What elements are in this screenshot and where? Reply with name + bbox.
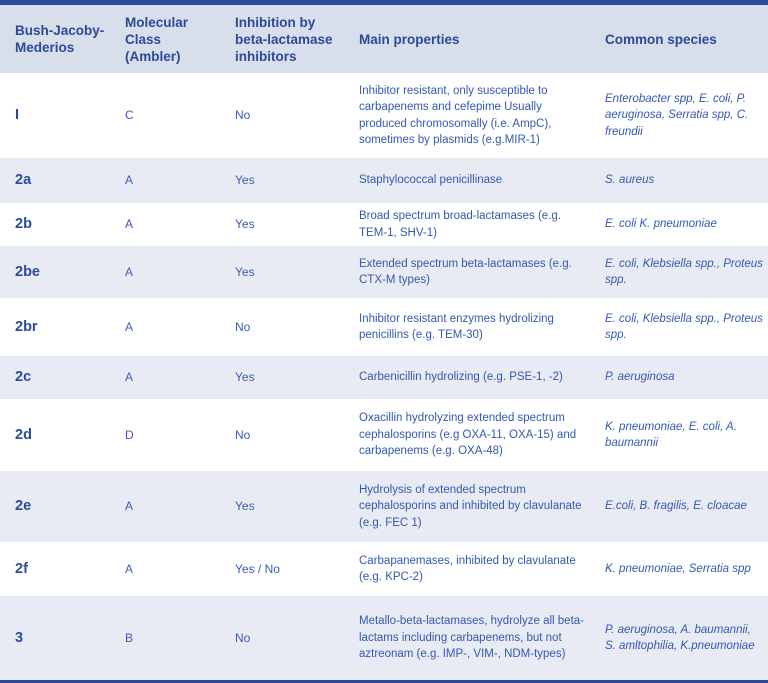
group-cell: 2b (0, 203, 110, 246)
table-row: 2br A No Inhibitor resistant enzymes hyd… (0, 298, 768, 356)
top-accent-bar (0, 0, 768, 5)
properties-cell: Broad spectrum broad-lactamases (e.g. TE… (344, 203, 590, 246)
species-cell: E.coli, B. fragilis, E. cloacae (590, 471, 768, 542)
bottom-accent-bar (0, 680, 768, 683)
table-row: 2e A Yes Hydrolysis of extended spectrum… (0, 471, 768, 542)
class-cell: A (110, 158, 220, 203)
group-cell: 2a (0, 158, 110, 203)
class-cell: A (110, 356, 220, 399)
group-cell: 2br (0, 298, 110, 356)
properties-cell: Carbapanemases, inhibited by clavulanate… (344, 542, 590, 596)
properties-cell: Staphylococcal penicillinase (344, 158, 590, 203)
species-cell: E. coli K. pneumoniae (590, 203, 768, 246)
table-row: 2b A Yes Broad spectrum broad-lactamases… (0, 203, 768, 246)
inhibition-cell: No (220, 399, 344, 471)
species-cell: K. pneumoniae, E. coli, A. baumannii (590, 399, 768, 471)
table-row: 2f A Yes / No Carbapanemases, inhibited … (0, 542, 768, 596)
group-cell: I (0, 73, 110, 158)
group-cell: 3 (0, 596, 110, 680)
species-cell: P. aeruginosa (590, 356, 768, 399)
class-cell: C (110, 73, 220, 158)
group-cell: 2be (0, 246, 110, 298)
header-main-properties: Main properties (344, 5, 590, 73)
properties-cell: Inhibitor resistant, only susceptible to… (344, 73, 590, 158)
table-row: 3 B No Metallo-beta-lactamases, hydrolyz… (0, 596, 768, 680)
properties-cell: Oxacillin hydrolyzing extended spectrum … (344, 399, 590, 471)
properties-cell: Hydrolysis of extended spectrum cephalos… (344, 471, 590, 542)
inhibition-cell: Yes / No (220, 542, 344, 596)
properties-cell: Carbenicillin hydrolizing (e.g. PSE-1, -… (344, 356, 590, 399)
properties-cell: Metallo-beta-lactamases, hydrolyze all b… (344, 596, 590, 680)
header-molecular-class: Molecular Class (Ambler) (110, 5, 220, 73)
group-cell: 2c (0, 356, 110, 399)
inhibition-cell: No (220, 73, 344, 158)
beta-lactamase-classification-table: Bush-Jacoby-Mederios Molecular Class (Am… (0, 5, 768, 680)
header-common-species: Common species (590, 5, 768, 73)
species-cell: Enterobacter spp, E. coli, P. aeruginosa… (590, 73, 768, 158)
header-inhibition: Inhibition by beta-lactamase inhibitors (220, 5, 344, 73)
class-cell: B (110, 596, 220, 680)
group-cell: 2e (0, 471, 110, 542)
header-bush-jacoby-mederios: Bush-Jacoby-Mederios (0, 5, 110, 73)
species-cell: E. coli, Klebsiella spp., Proteus spp. (590, 298, 768, 356)
group-cell: 2f (0, 542, 110, 596)
table-row: 2d D No Oxacillin hydrolyzing extended s… (0, 399, 768, 471)
class-cell: A (110, 246, 220, 298)
table-row: 2be A Yes Extended spectrum beta-lactama… (0, 246, 768, 298)
species-cell: E. coli, Klebsiella spp., Proteus spp. (590, 246, 768, 298)
inhibition-cell: Yes (220, 356, 344, 399)
table-row: 2c A Yes Carbenicillin hydrolizing (e.g.… (0, 356, 768, 399)
table-row: I C No Inhibitor resistant, only suscept… (0, 73, 768, 158)
inhibition-cell: Yes (220, 471, 344, 542)
species-cell: S. aureus (590, 158, 768, 203)
class-cell: A (110, 542, 220, 596)
class-cell: A (110, 298, 220, 356)
inhibition-cell: No (220, 596, 344, 680)
inhibition-cell: Yes (220, 246, 344, 298)
species-cell: K. pneumoniae, Serratia spp (590, 542, 768, 596)
group-cell: 2d (0, 399, 110, 471)
class-cell: A (110, 471, 220, 542)
class-cell: D (110, 399, 220, 471)
species-cell: P. aeruginosa, A. baumannii, S. amltophi… (590, 596, 768, 680)
inhibition-cell: Yes (220, 203, 344, 246)
properties-cell: Extended spectrum beta-lactamases (e.g. … (344, 246, 590, 298)
class-cell: A (110, 203, 220, 246)
table-header-row: Bush-Jacoby-Mederios Molecular Class (Am… (0, 5, 768, 73)
properties-cell: Inhibitor resistant enzymes hydrolizing … (344, 298, 590, 356)
inhibition-cell: No (220, 298, 344, 356)
table-row: 2a A Yes Staphylococcal penicillinase S.… (0, 158, 768, 203)
inhibition-cell: Yes (220, 158, 344, 203)
